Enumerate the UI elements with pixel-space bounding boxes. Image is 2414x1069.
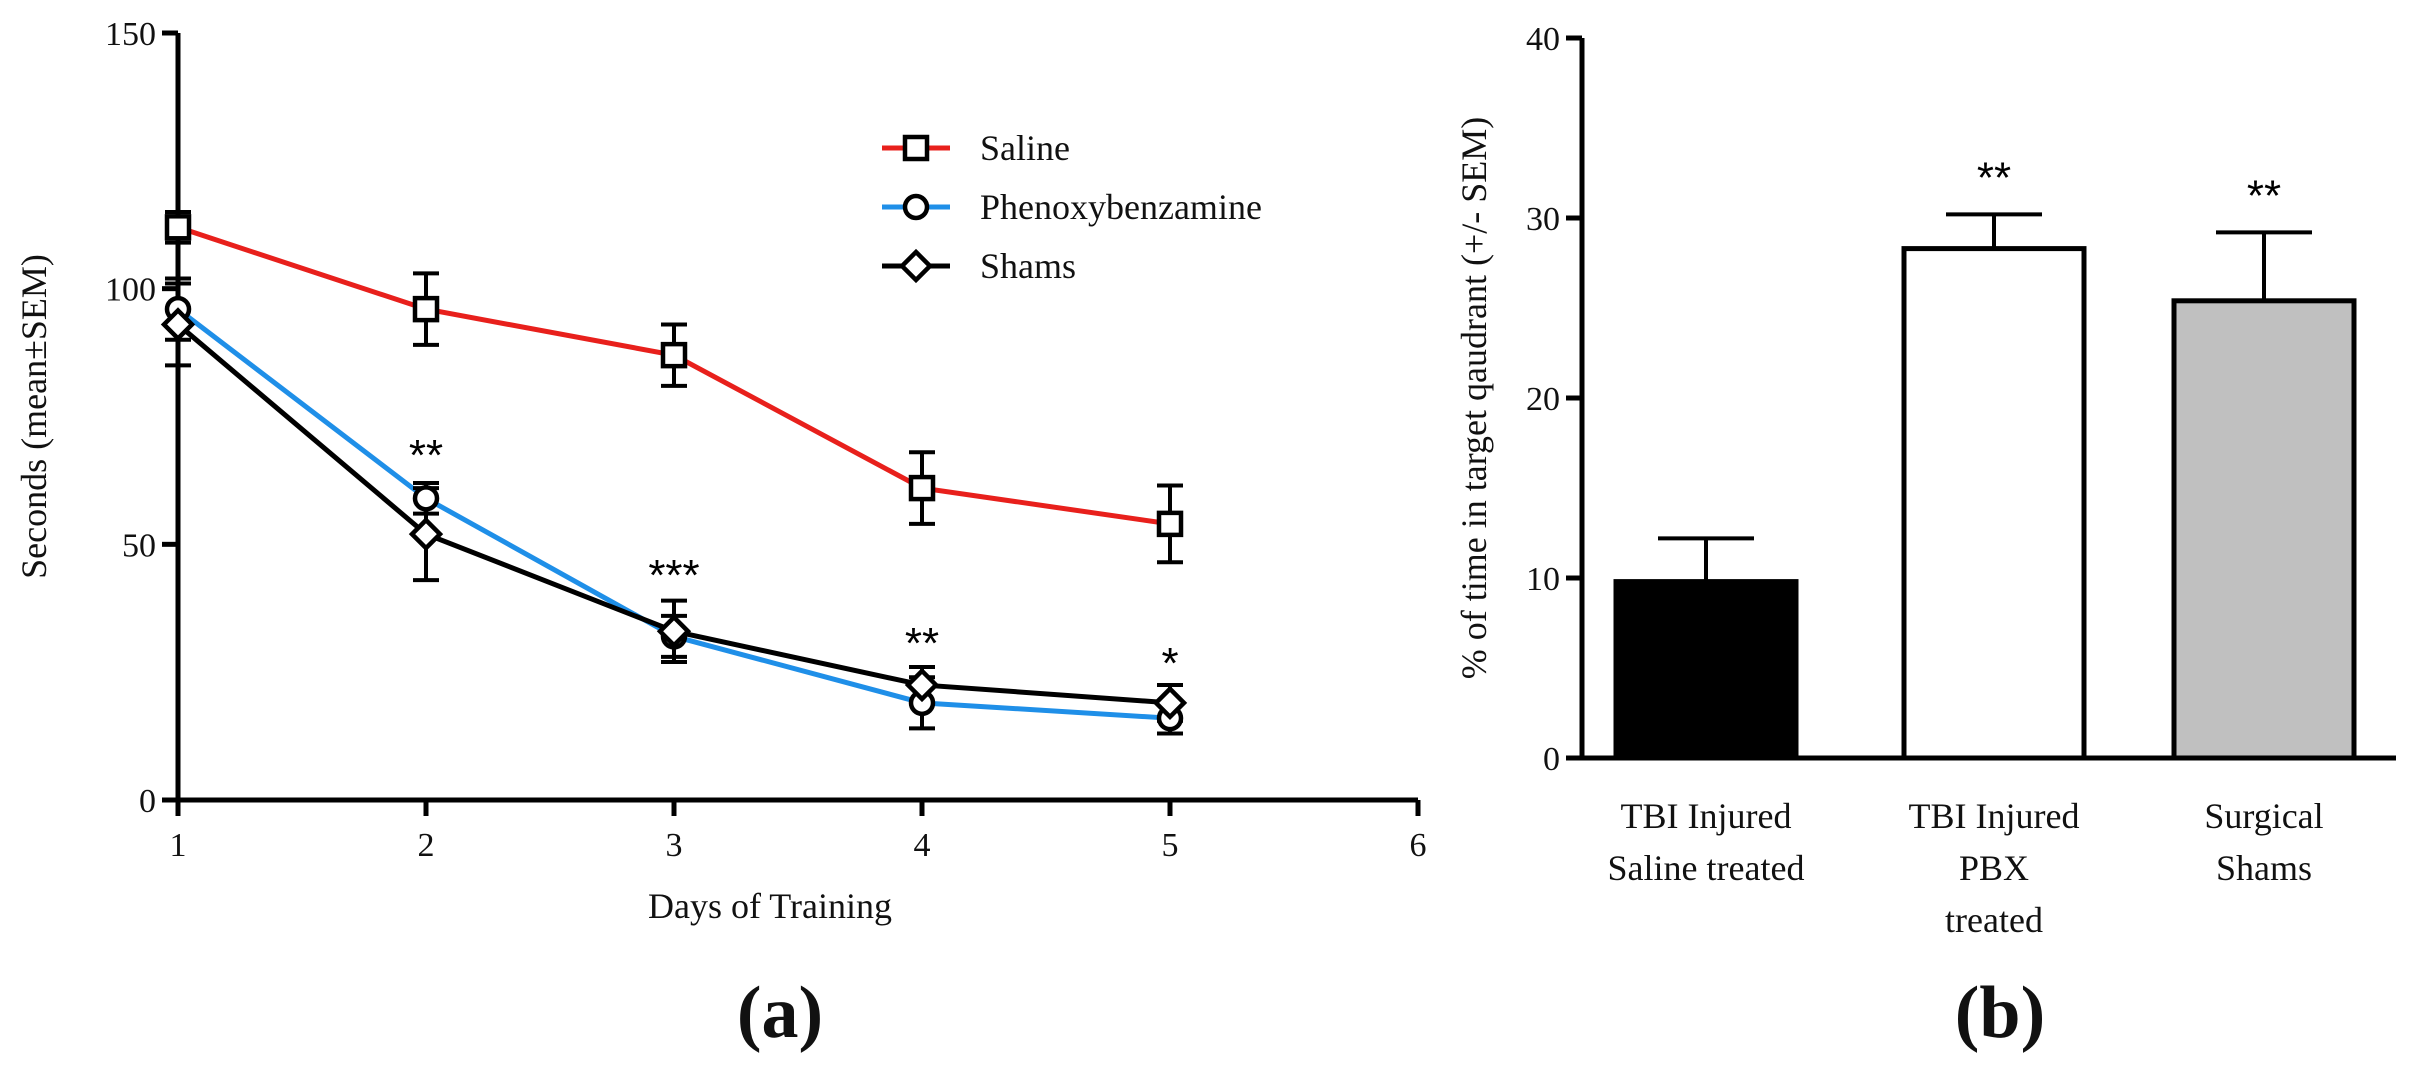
y-tick-label: 10 [1526,561,1560,598]
y-tick-label: 100 [105,272,156,309]
significance-marker: *** [648,551,699,600]
data-point-phenoxybenzamine [412,485,440,512]
x-tick-label: 3 [666,827,683,864]
data-point-saline [412,295,440,323]
legend-label: Saline [980,128,1070,168]
significance-marker: ** [2247,171,2281,220]
panel-a-series [160,209,1188,736]
significance-marker: ** [905,619,939,668]
y-tick-label: 50 [122,527,156,564]
data-point-shams [1152,685,1188,721]
bar-3 [2171,298,2357,761]
data-point-shams [904,667,940,703]
data-point-shams [656,614,692,649]
x-category-label: Surgical [2204,796,2323,836]
y-tick-label: 30 [1526,201,1560,238]
data-point-shams [408,516,444,552]
data-point-shams [160,307,196,342]
x-tick-label: 4 [914,827,931,864]
x-tick-label: 1 [170,827,187,864]
significance-marker: ** [1977,153,2011,202]
x-tick-label: 5 [1162,827,1179,864]
panel-b-y-axis-title: % of time in target qaudrant (+/- SEM) [1454,117,1494,680]
x-tick-label: 6 [1410,827,1427,864]
bar-2 [1901,246,2087,761]
y-tick-label: 40 [1526,21,1560,58]
data-point-saline [660,341,688,369]
data-point-saline [908,474,936,502]
y-tick-label: 0 [1543,741,1560,778]
x-category-label: TBI Injured [1909,796,2080,836]
panel-a-legend: Saline Phenoxybenzamine Shams [882,128,1262,286]
x-tick-label: 2 [418,827,435,864]
panel-a-label: (a) [737,972,823,1054]
x-category-label: Shams [2216,848,2312,888]
y-tick-label: 20 [1526,381,1560,418]
panel-b-bars: TBI Injured Saline treated ** TBI Injured PB… [1608,153,2357,940]
y-tick-label: 150 [105,16,156,53]
significance-marker: ** [409,431,443,480]
legend-label: Shams [980,246,1076,286]
panel-a-axes: 0 50 100 150 1 2 3 4 5 6 [105,16,1427,864]
panel-b-label: (b) [1955,972,2045,1054]
legend-marker-shams [898,248,934,284]
legend-marker-saline [902,134,930,162]
data-point-saline [164,214,192,241]
panel-a-y-axis-title: Seconds (mean±SEM) [14,254,54,579]
panel-a-annotations: ******* * [409,431,1179,688]
bar-1 [1613,579,1799,761]
panel-a-x-axis-title: Days of Training [648,886,892,926]
x-category-label: TBI Injured [1621,796,1792,836]
legend-label: Phenoxybenzamine [980,187,1262,227]
data-point-saline [1156,510,1184,538]
x-category-label: Saline treated [1608,848,1805,888]
significance-marker: * [1161,639,1178,688]
legend-marker-phenoxybenzamine [902,193,930,221]
y-tick-label: 0 [139,783,156,820]
x-category-label: treated [1945,900,2043,940]
x-category-label: PBX [1959,848,2029,888]
